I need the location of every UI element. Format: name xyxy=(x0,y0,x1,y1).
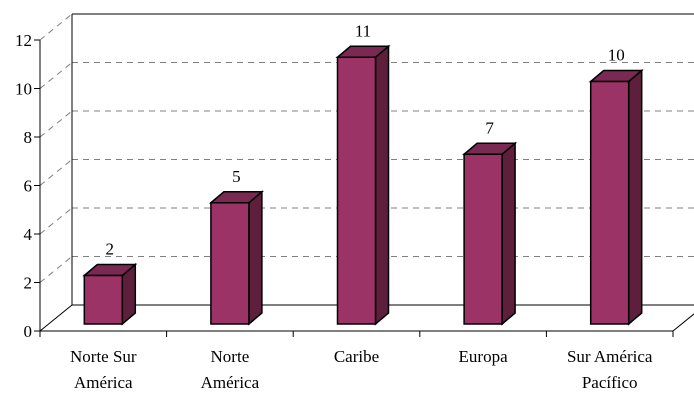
gridline-wall xyxy=(39,62,73,89)
x-category-label-line: Norte xyxy=(211,347,250,366)
y-tick-label: 12 xyxy=(15,31,32,50)
bar-side xyxy=(627,68,643,326)
gridline-wall xyxy=(39,159,73,186)
data-label: 2 xyxy=(106,240,115,259)
data-label: 11 xyxy=(355,21,371,40)
gridline-wall xyxy=(39,110,73,138)
bar-side xyxy=(374,44,390,326)
data-label: 7 xyxy=(485,118,494,137)
x-category-label: Norte Sur América xyxy=(70,347,137,392)
x-category-label-line: Caribe xyxy=(334,347,379,366)
data-label: 10 xyxy=(608,46,625,65)
gridline-wall xyxy=(39,207,73,235)
x-category-label-line: Sur América xyxy=(567,347,653,366)
bar xyxy=(336,56,377,325)
x-category-label-line: Europa xyxy=(459,347,509,366)
y-tick-label: 10 xyxy=(15,80,32,99)
y-tick-label: 2 xyxy=(24,274,33,293)
data-label: 5 xyxy=(232,167,241,186)
x-category-label: Europa xyxy=(459,347,509,366)
y-tick-label: 8 xyxy=(24,128,33,147)
y-tick-label: 0 xyxy=(24,322,33,341)
y-tick-label: 6 xyxy=(24,177,33,196)
x-category-label: Norte América xyxy=(201,347,260,392)
bar-side xyxy=(248,190,263,326)
x-category-label-line: América xyxy=(74,373,133,392)
bar xyxy=(210,202,250,325)
bar xyxy=(463,153,503,325)
x-category-label: Caribe xyxy=(334,347,379,366)
x-category-label: Sur América Pacífico xyxy=(567,347,653,392)
bar xyxy=(589,80,630,325)
gridline-wall xyxy=(39,13,73,41)
x-category-label-line: Norte Sur xyxy=(70,347,137,366)
bar xyxy=(83,274,124,325)
back-wall-border xyxy=(72,13,694,15)
x-category-label-line: Pacífico xyxy=(582,373,638,392)
y-tick-label: 4 xyxy=(24,225,33,244)
gridline-wall xyxy=(39,256,73,283)
x-category-label-line: América xyxy=(201,373,260,392)
bar-side xyxy=(501,141,516,326)
